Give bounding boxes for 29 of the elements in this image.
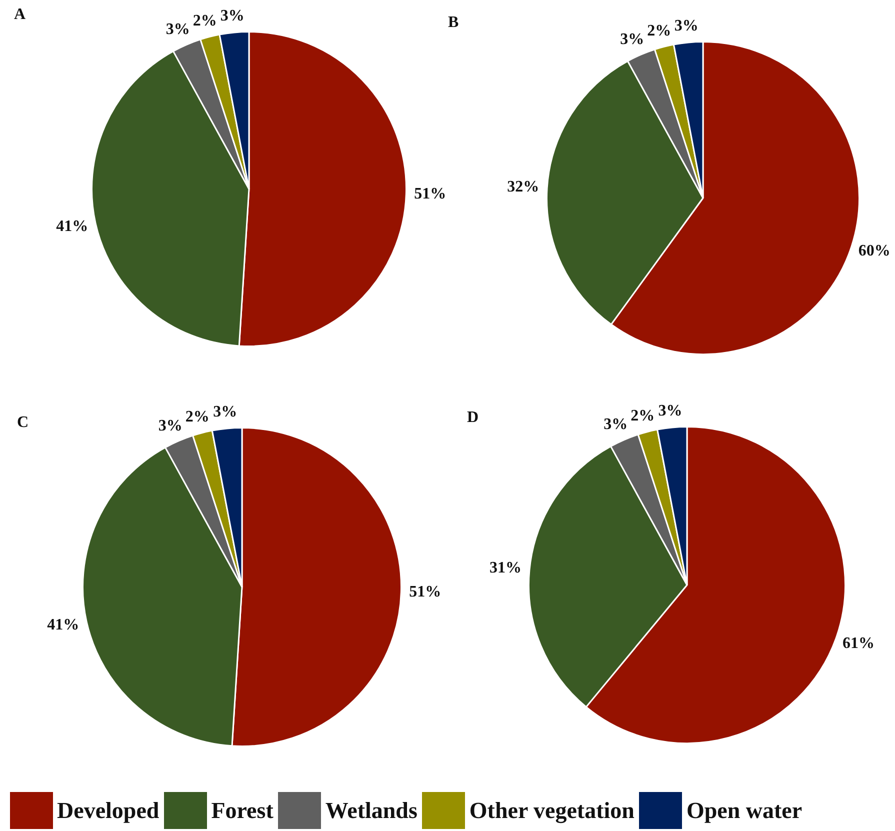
data-label: 3% xyxy=(658,402,682,420)
legend-label: Other vegetation xyxy=(469,798,634,824)
text: C xyxy=(17,414,29,432)
data-label: 2% xyxy=(630,407,655,424)
data-label: 51% xyxy=(409,584,442,601)
data-label: 41% xyxy=(47,616,80,634)
data-label: 3% xyxy=(604,416,628,434)
legend-label: Open water xyxy=(686,798,802,824)
data-label: 3% xyxy=(620,31,644,48)
data-label: 61% xyxy=(842,635,874,652)
data-label: 60% xyxy=(858,242,890,260)
data-label: 32% xyxy=(507,178,540,196)
data-label: 3% xyxy=(220,8,244,25)
legend-label: Forest xyxy=(211,798,274,824)
data-label: 41% xyxy=(56,218,88,235)
legend-label: Developed xyxy=(57,798,160,824)
data-label: 2% xyxy=(185,408,210,426)
data-label: 3% xyxy=(166,21,190,38)
data-label: 31% xyxy=(490,560,522,577)
data-label: 3% xyxy=(213,404,238,421)
data-label: 2% xyxy=(647,22,672,40)
legend-label: Wetlands xyxy=(325,798,418,824)
chart-title: D xyxy=(467,409,479,427)
data-label: 3% xyxy=(158,417,182,434)
data-label: 3% xyxy=(674,18,698,35)
data-label: 51% xyxy=(414,186,446,203)
chart-title: A xyxy=(14,6,26,24)
data-label: 2% xyxy=(192,12,217,30)
chart-title: B xyxy=(448,14,459,32)
